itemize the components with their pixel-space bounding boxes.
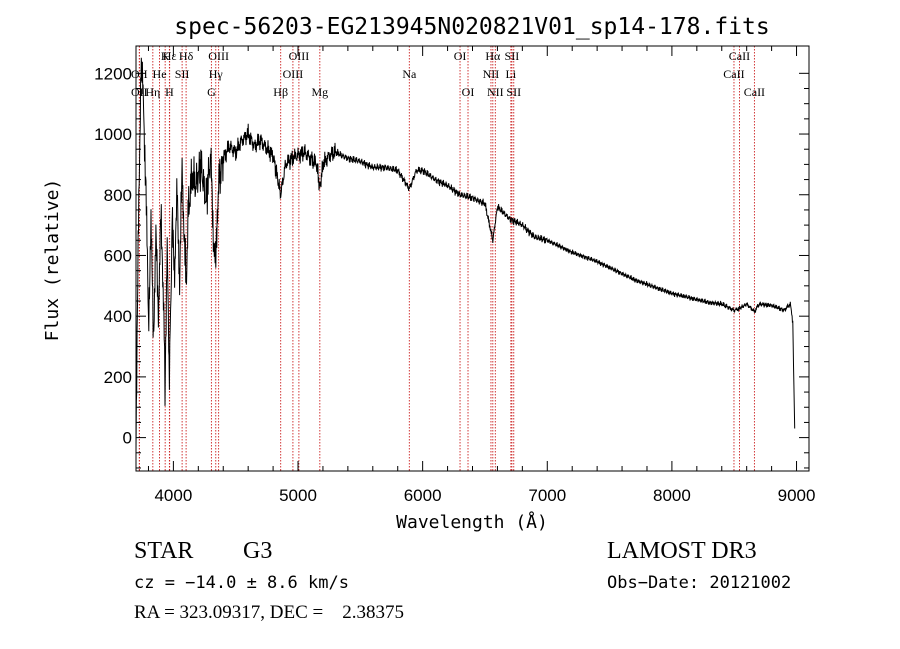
- y-tick-label-800: 800: [104, 186, 132, 205]
- y-tick-label-400: 400: [104, 307, 132, 326]
- line-label-G-21: G: [207, 85, 216, 99]
- line-label-Hγ-12: Hγ: [209, 67, 224, 81]
- flux-series-line: [135, 57, 796, 452]
- y-tick-label-1200: 1200: [94, 64, 132, 83]
- object-subclass: G3: [243, 538, 273, 564]
- line-label-K-8: K: [161, 49, 170, 63]
- line-label-Hη-19: Hη: [145, 85, 160, 99]
- x-tick-label-5000: 5000: [279, 486, 317, 505]
- line-label-CaII-17: CaII: [723, 67, 744, 81]
- line-label-Mg-23: Mg: [311, 85, 328, 99]
- line-label-OIII-2: OIII: [208, 49, 229, 63]
- line-label-H-20: H: [165, 85, 174, 99]
- x-tick-label-6000: 6000: [404, 486, 442, 505]
- line-label-He-10: He: [153, 67, 167, 81]
- y-tick-label-1000: 1000: [94, 125, 132, 144]
- line-label-CaII-27: CaII: [744, 85, 765, 99]
- x-tick-label-8000: 8000: [653, 486, 691, 505]
- redshift-readout: cz = −14.0 ± 8.6 km/s: [134, 573, 349, 593]
- y-tick-label-600: 600: [104, 246, 132, 265]
- line-label-OII-9: OII: [131, 67, 148, 81]
- survey-label: LAMOST DR3: [607, 538, 757, 564]
- line-label-SII-11: SII: [175, 67, 190, 81]
- y-tick-label-0: 0: [123, 429, 132, 448]
- x-tick-label-4000: 4000: [154, 486, 192, 505]
- chart-title: spec-56203-EG213945N020821V01_sp14-178.f…: [174, 14, 769, 40]
- line-label-SII-26: SII: [506, 85, 521, 99]
- object-class: STAR: [134, 538, 194, 564]
- line-label-OIII-3: OIII: [289, 49, 310, 63]
- line-label-Hδ-1: Hδ: [179, 49, 194, 63]
- line-label-Li-16: Li: [506, 67, 517, 81]
- line-label-OI-4: OI: [454, 49, 467, 63]
- line-label-OI-24: OI: [462, 85, 475, 99]
- axis-ticks: 4000 5000 6000 7000 8000 9000 0 200 400 600 800 100…: [94, 46, 815, 505]
- ra-dec-readout: RA = 323.09317, DEC = 2.38375: [134, 602, 405, 623]
- y-axis-label: Flux (relative): [42, 179, 63, 342]
- line-label-NII-25: NII: [487, 85, 504, 99]
- line-label-CaII-7: CaII: [729, 49, 750, 63]
- line-label-OIII-13: OIII: [283, 67, 304, 81]
- line-label-Hα-5: Hα: [485, 49, 501, 63]
- line-label-NII-15: NII: [483, 67, 500, 81]
- line-label-SII-6: SII: [505, 49, 520, 63]
- emission-lines: [138, 46, 755, 471]
- line-label-Na-14: Na: [402, 67, 417, 81]
- x-tick-label-9000: 9000: [778, 486, 816, 505]
- y-tick-label-200: 200: [104, 368, 132, 387]
- obs-date: Obs−Date: 20121002: [607, 573, 792, 593]
- line-label-Hβ-22: Hβ: [273, 85, 288, 99]
- plot-frame: [135, 45, 810, 472]
- x-tick-label-7000: 7000: [528, 486, 566, 505]
- x-axis-label: Wavelength (Å): [396, 511, 548, 533]
